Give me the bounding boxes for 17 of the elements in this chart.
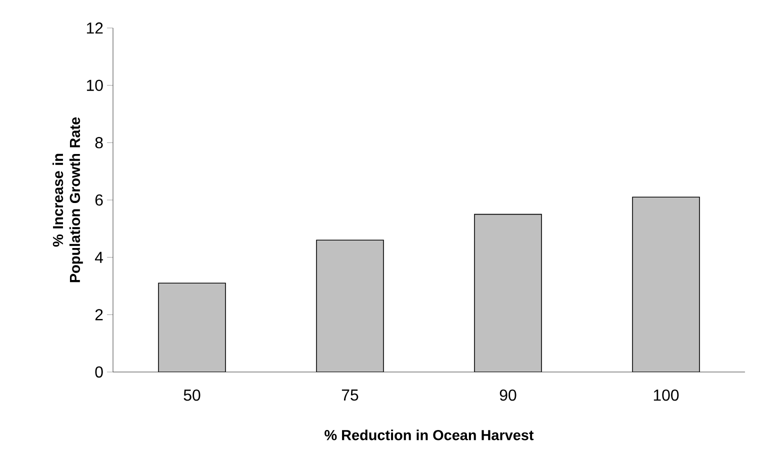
y-axis-title: % Increase in Population Growth Rate [52,117,83,282]
bar [158,282,226,372]
bar [474,214,542,372]
y-tick-label: 8 [95,137,103,148]
y-tick-label: 2 [95,309,103,320]
y-tick-label: 0 [95,366,103,378]
bar [316,240,384,372]
y-tick-label: 4 [94,252,104,263]
x-tick-label: 50 [184,390,200,401]
x-axis-title: % Reduction in Ocean Harvest [324,430,534,440]
y-tick-label: 12 [86,22,103,34]
x-tick-label: 75 [342,390,358,401]
x-tick-label: 100 [654,390,679,401]
x-tick-label: 90 [500,390,516,401]
bar [632,196,700,372]
y-tick-label: 10 [86,80,103,91]
y-tick-label: 6 [95,194,103,206]
